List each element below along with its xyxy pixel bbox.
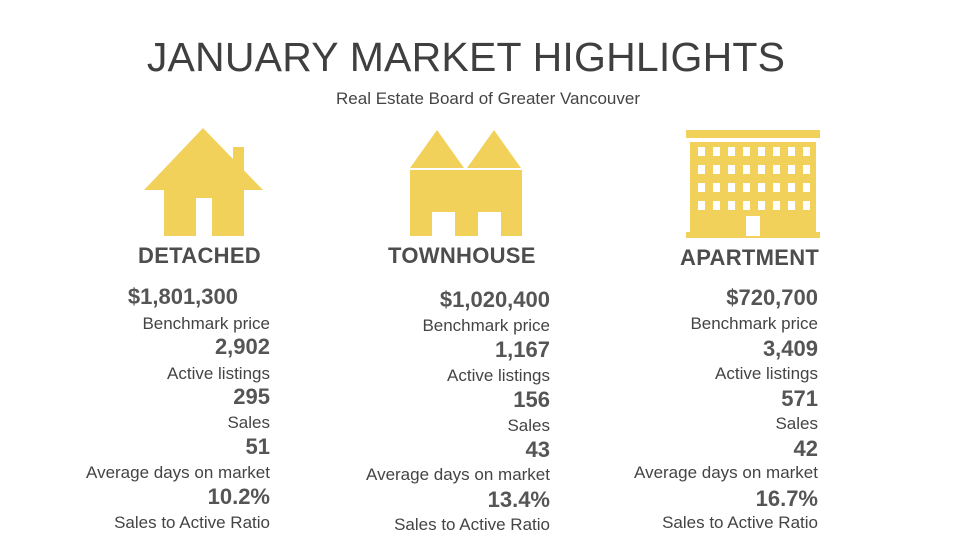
ratio-value: 16.7% bbox=[755, 486, 818, 511]
active-listings-value: 1,167 bbox=[494, 337, 550, 362]
page-title: JANUARY MARKET HIGHLIGHTS bbox=[146, 34, 786, 80]
avg-days-value: 43 bbox=[525, 437, 550, 462]
ratio-value: 13.4% bbox=[487, 487, 550, 512]
benchmark-price-label: Benchmark price bbox=[142, 314, 270, 333]
active-listings-label: Active listings bbox=[715, 364, 818, 383]
benchmark-price-value: $1,801,300 bbox=[127, 284, 238, 309]
townhouse-icon bbox=[410, 130, 522, 236]
benchmark-price-label: Benchmark price bbox=[690, 314, 818, 333]
avg-days-value: 42 bbox=[793, 436, 818, 461]
active-listings-value: 3,409 bbox=[762, 336, 818, 361]
townhouse-column: TOWNHOUSE $1,020,400 Benchmark price 1,1… bbox=[250, 0, 550, 540]
apartment-building-icon bbox=[686, 130, 820, 238]
benchmark-price-value: $1,020,400 bbox=[439, 287, 550, 312]
category-heading: TOWNHOUSE bbox=[388, 243, 536, 268]
sales-value: 295 bbox=[233, 384, 270, 409]
page-subtitle: Real Estate Board of Greater Vancouver bbox=[336, 89, 640, 108]
detached-column: DETACHED $1,801,300 Benchmark price 2,90… bbox=[0, 0, 270, 540]
ratio-label: Sales to Active Ratio bbox=[114, 513, 270, 532]
ratio-value: 10.2% bbox=[207, 484, 270, 509]
active-listings-label: Active listings bbox=[167, 364, 270, 383]
benchmark-price-value: $720,700 bbox=[726, 285, 818, 310]
sales-label: Sales bbox=[775, 414, 818, 433]
avg-days-label: Average days on market bbox=[366, 465, 550, 484]
house-icon bbox=[144, 128, 263, 236]
sales-label: Sales bbox=[227, 413, 270, 432]
avg-days-label: Average days on market bbox=[86, 463, 270, 482]
benchmark-price-label: Benchmark price bbox=[422, 316, 550, 335]
avg-days-label: Average days on market bbox=[634, 463, 818, 482]
ratio-label: Sales to Active Ratio bbox=[662, 513, 818, 532]
avg-days-value: 51 bbox=[245, 434, 270, 459]
sales-value: 156 bbox=[513, 387, 550, 412]
category-heading: APARTMENT bbox=[680, 245, 820, 270]
category-heading: DETACHED bbox=[138, 243, 261, 268]
apartment-column: APARTMENT $720,700 Benchmark price 3,409… bbox=[518, 0, 820, 540]
ratio-label: Sales to Active Ratio bbox=[394, 515, 550, 534]
sales-value: 571 bbox=[781, 386, 818, 411]
sales-label: Sales bbox=[507, 416, 550, 435]
active-listings-value: 2,902 bbox=[214, 334, 270, 359]
active-listings-label: Active listings bbox=[447, 366, 550, 385]
